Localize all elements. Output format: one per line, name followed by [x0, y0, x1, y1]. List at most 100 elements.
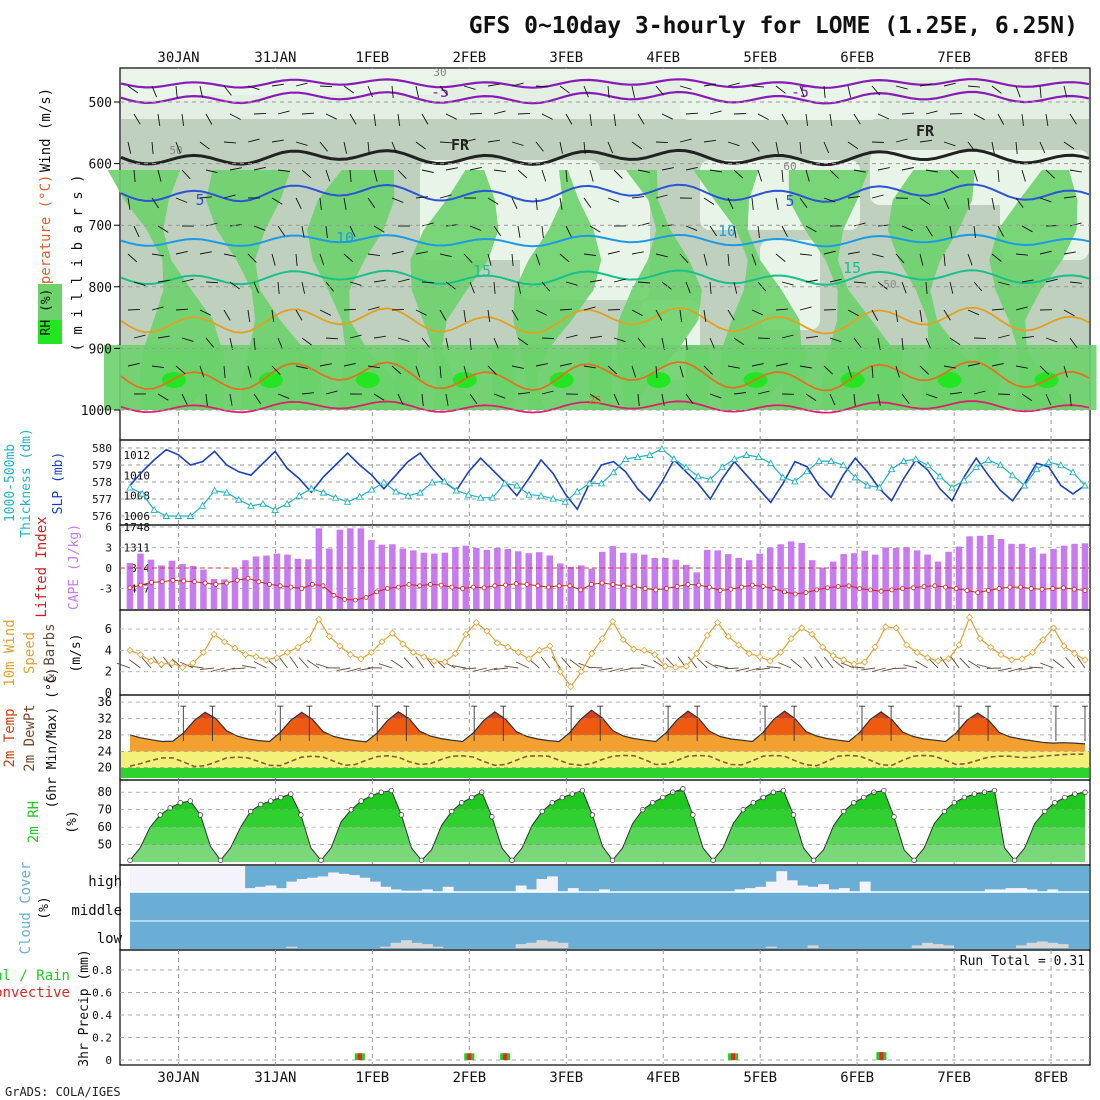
slp-marker [235, 495, 243, 503]
wind-barb-10m [724, 667, 739, 670]
temp-contour-30 [120, 400, 1090, 414]
wind-barb [565, 113, 573, 125]
wind-barb-10m [483, 667, 498, 672]
wind-barb [253, 225, 266, 231]
wind-barb-10m [823, 656, 834, 669]
chart-title: GFS 0~10day 3-hourly for LOME (1.25E, 6.… [469, 13, 1078, 39]
cloud-high-bar [734, 889, 746, 892]
rh-marker [680, 786, 686, 792]
wind-speed-marker [798, 624, 806, 632]
wind-barb-10m [378, 663, 393, 669]
wind-barb [469, 393, 478, 405]
wind-barb [301, 392, 314, 395]
wind-barb [631, 365, 637, 378]
wind-barb [565, 225, 572, 237]
wind-barb [919, 197, 931, 205]
cloud-low-bar [911, 945, 923, 948]
rh-marker [660, 794, 666, 801]
wind-barb [637, 113, 645, 125]
slp-marker [222, 488, 231, 496]
wind-barb [175, 85, 178, 98]
wind-barb-10m [1040, 662, 1054, 669]
wind-barb [199, 196, 212, 199]
wind-barb [925, 169, 938, 173]
rh-marker [157, 812, 163, 818]
wind-barb-10m [141, 657, 152, 669]
slp-marker [500, 479, 509, 487]
wind-speed-marker [378, 638, 386, 646]
cape-bar [326, 548, 333, 609]
slp-marker [754, 453, 763, 460]
slp-marker [863, 481, 872, 489]
lifted-index-marker [589, 582, 594, 587]
wind-barb-10m [598, 667, 613, 671]
temp-units-label: (6hr Min/Max) (°C) [45, 668, 60, 809]
footer-credit: GrADS: COLA/IGES [5, 1085, 121, 1099]
wind-barb [127, 197, 131, 210]
wind-barb [949, 337, 961, 346]
upper-panel: -5 -5 FR FR 5 5 10 10 15 15 25 30 50 60 50 500 600 700 800… [38, 66, 1097, 419]
cloud-high-bar [526, 889, 537, 892]
wind-barb [973, 169, 978, 182]
wind-barb [967, 309, 980, 316]
wind-barb-10m [976, 664, 991, 669]
wind-barb [877, 113, 890, 120]
wind-barb-10m [814, 656, 823, 669]
cape-bar [777, 544, 784, 609]
wind-barb [799, 365, 812, 369]
wind-barb [1045, 113, 1049, 126]
thickness-tick-label: 576 [92, 510, 112, 523]
slp-marker [742, 451, 751, 458]
wind-barb [871, 85, 881, 96]
wind-barb-10m [766, 666, 781, 669]
thickness-slp-panel: 580 579 578 577 576 1012 1010 1008 1006 1000-500m… [3, 428, 1090, 538]
wind-barb [967, 253, 973, 266]
wind-barb [535, 309, 547, 316]
slp-marker [839, 461, 847, 469]
wind-barb [133, 113, 141, 125]
cloud-units-label: (%) [37, 896, 52, 919]
wind-barb [295, 309, 303, 321]
wind-barb [271, 83, 284, 87]
cape-bar [231, 568, 239, 609]
contour-label: 5 [195, 191, 204, 209]
wind-barb [853, 281, 866, 284]
dewpoint-line [129, 753, 1085, 768]
cape-bar [1060, 545, 1068, 609]
wind-barb-10m [903, 664, 918, 669]
wind-barb-10m [641, 663, 655, 669]
temp-contour-25 [120, 360, 1090, 392]
wind-barb [199, 251, 212, 255]
rh-marker [650, 800, 656, 806]
date-label-top: 30JAN [157, 50, 199, 66]
wind-barb [775, 141, 779, 154]
cloud-low-bar [547, 941, 558, 948]
cloud-high-bar [776, 871, 788, 892]
cape-bar [389, 544, 396, 609]
wind-barb [343, 197, 347, 210]
wind-barb [943, 82, 956, 87]
lifted-index-marker [932, 583, 938, 589]
slp-marker [948, 483, 956, 491]
lifted-index-marker [975, 590, 981, 595]
wind-barb [1063, 309, 1075, 317]
wind-barb [589, 169, 594, 182]
wind-barb [487, 139, 500, 143]
slp-marker [525, 490, 533, 498]
wind-barb [631, 141, 643, 150]
wind-barb [229, 167, 242, 171]
wind-barb [1063, 141, 1075, 150]
wind-barb [703, 365, 713, 375]
rh-marker [971, 791, 978, 797]
wind-speed-marker [294, 643, 302, 651]
cape-tick-label: 1748 [124, 521, 151, 534]
wind-barb [301, 281, 306, 294]
wind-barb [511, 365, 524, 369]
date-label-bottom: 6FEB [840, 1070, 874, 1086]
wind-barb [373, 279, 386, 283]
wind-barb [967, 363, 980, 367]
wind-barb [511, 309, 519, 321]
wind-barb [277, 281, 280, 294]
wind-barb [349, 281, 362, 286]
lifted-index-marker [1071, 586, 1077, 592]
